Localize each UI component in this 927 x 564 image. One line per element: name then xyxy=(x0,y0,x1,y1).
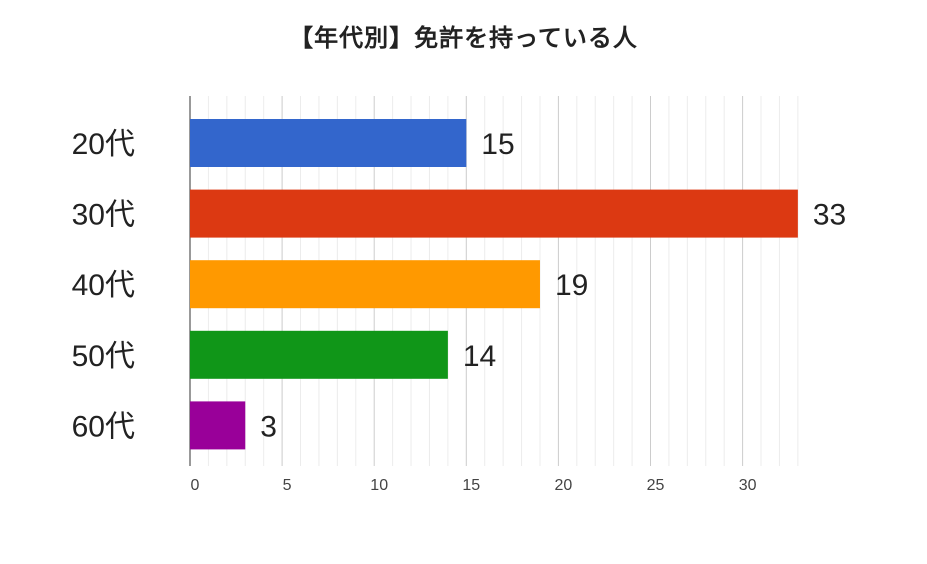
bars xyxy=(190,119,798,450)
x-tick-label: 15 xyxy=(462,477,480,494)
data-label: 19 xyxy=(555,269,588,302)
category-label: 60代 xyxy=(72,410,135,443)
category-label: 30代 xyxy=(72,199,135,232)
x-tick-label: 20 xyxy=(555,477,573,494)
bar xyxy=(190,330,448,379)
bar xyxy=(190,119,467,167)
category-label: 50代 xyxy=(72,340,135,373)
bar xyxy=(190,260,540,309)
category-label: 40代 xyxy=(72,269,135,302)
bar xyxy=(190,401,246,450)
chart-title: 【年代別】免許を持っている人 xyxy=(289,24,638,52)
x-tick-label: 25 xyxy=(647,477,665,494)
bar xyxy=(190,189,798,238)
data-label: 14 xyxy=(463,340,496,373)
labels: 20代 15 30代 33 40代 19 50代 14 60代 3 xyxy=(72,128,847,443)
x-tick-label: 30 xyxy=(739,477,757,494)
x-tick-label: 5 xyxy=(283,477,292,494)
x-tick-label: 10 xyxy=(370,477,388,494)
x-tick-label: 0 xyxy=(191,477,200,494)
data-label: 15 xyxy=(481,128,514,161)
category-label: 20代 xyxy=(72,128,135,161)
data-label: 3 xyxy=(260,410,277,443)
data-label: 33 xyxy=(813,199,846,232)
